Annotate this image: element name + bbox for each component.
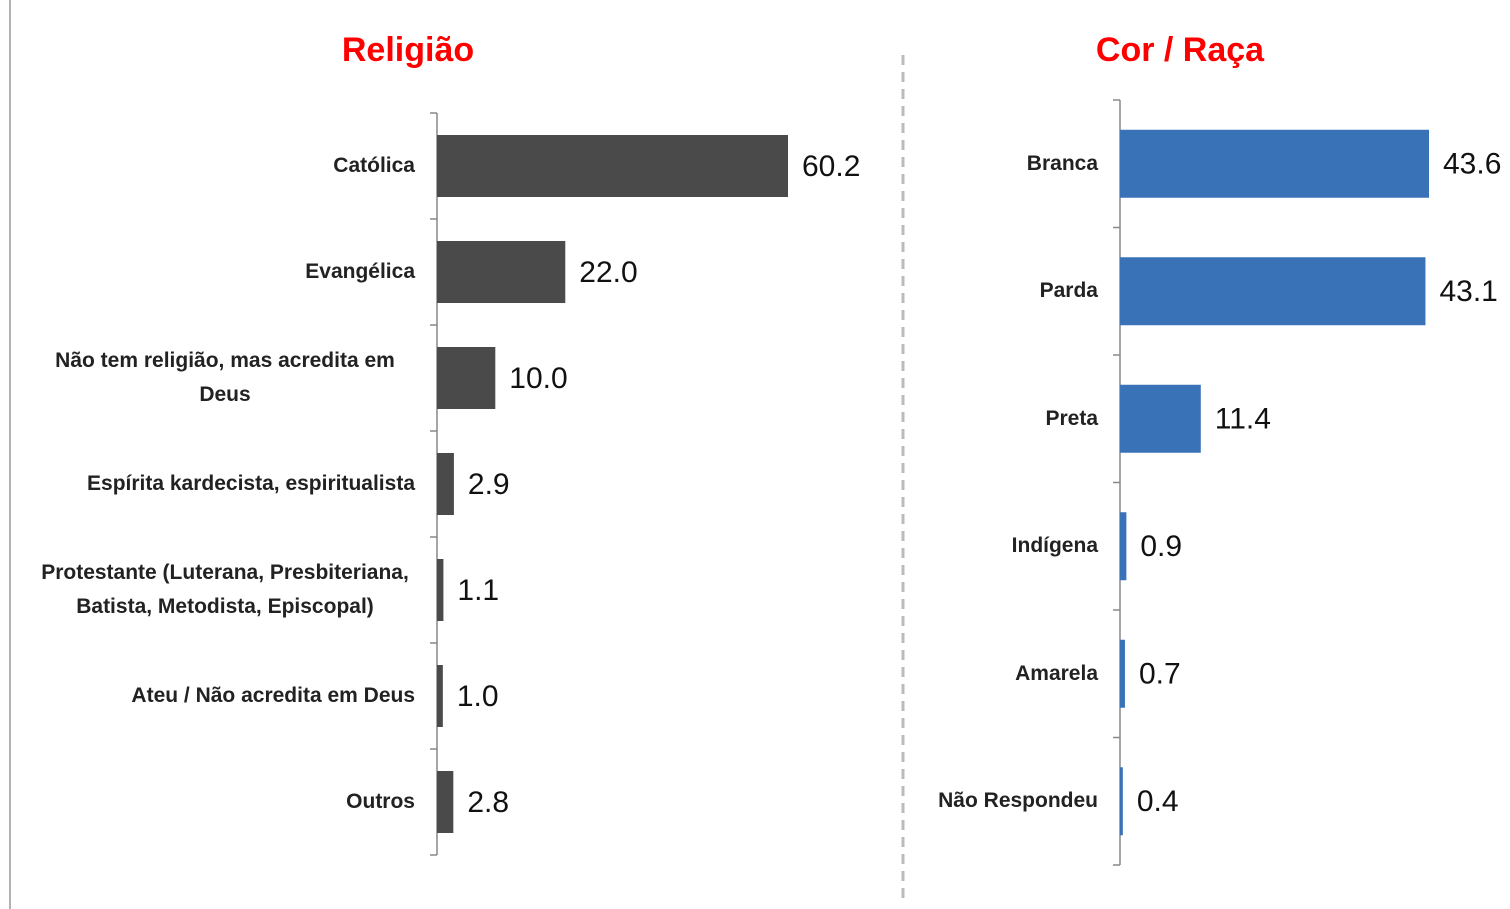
category-text: Outros	[346, 790, 415, 813]
value-label: 10.0	[509, 362, 567, 395]
category-label: Preta	[905, 355, 1098, 483]
category-text: Preta	[1045, 406, 1098, 430]
category-text: Branca	[1026, 151, 1098, 175]
category-label: Amarela	[905, 610, 1098, 738]
category-text: Espírita kardecista, espiritualista	[87, 472, 415, 495]
category-label: Espírita kardecista, espiritualista	[20, 431, 415, 537]
value-label: 2.8	[467, 786, 509, 819]
value-label: 11.4	[1215, 403, 1271, 436]
bar	[1120, 384, 1201, 453]
value-label: 0.9	[1140, 530, 1182, 563]
category-text: Indígena	[1011, 534, 1098, 558]
bar	[437, 347, 496, 409]
bar	[437, 665, 443, 727]
category-text: Evangélica	[305, 260, 415, 283]
bar	[437, 559, 444, 621]
value-label: 1.1	[457, 574, 499, 607]
category-text: Parda	[1039, 279, 1098, 303]
category-text: Protestante (Luterana, Presbiteriana, Ba…	[41, 561, 409, 618]
bar	[1120, 767, 1123, 836]
value-label: 60.2	[802, 150, 860, 183]
category-text: Ateu / Não acredita em Deus	[131, 684, 415, 707]
bar	[437, 771, 454, 833]
value-label: 1.0	[457, 680, 499, 713]
bar	[437, 241, 566, 303]
chart-title: Religião	[342, 31, 474, 69]
category-text: Amarela	[1015, 661, 1098, 685]
category-label: Evangélica	[20, 219, 415, 325]
category-label: Ateu / Não acredita em Deus	[20, 643, 415, 749]
chart-title: Cor / Raça	[1096, 31, 1265, 69]
category-text: Não tem religião, mas acredita em Deus	[55, 349, 395, 406]
value-label: 43.1	[1439, 275, 1497, 308]
category-text: Não Respondeu	[938, 789, 1098, 813]
category-label: Outros	[20, 749, 415, 855]
bar	[437, 135, 788, 197]
bar	[1120, 639, 1125, 708]
category-label: Protestante (Luterana, Presbiteriana, Ba…	[20, 537, 415, 643]
value-label: 43.6	[1443, 148, 1501, 181]
category-text: Católica	[333, 154, 415, 177]
category-label: Parda	[905, 228, 1098, 356]
bar	[1120, 129, 1429, 198]
category-label: Não Respondeu	[905, 738, 1098, 866]
category-label: Católica	[20, 113, 415, 219]
bar	[437, 453, 454, 515]
category-label: Indígena	[905, 483, 1098, 611]
value-label: 0.4	[1137, 785, 1179, 818]
value-label: 0.7	[1139, 658, 1181, 691]
category-label: Branca	[905, 100, 1098, 228]
bar	[1120, 512, 1127, 581]
category-label: Não tem religião, mas acredita em Deus	[20, 325, 415, 431]
bar	[1120, 257, 1426, 326]
value-label: 2.9	[468, 468, 510, 501]
value-label: 22.0	[579, 256, 637, 289]
